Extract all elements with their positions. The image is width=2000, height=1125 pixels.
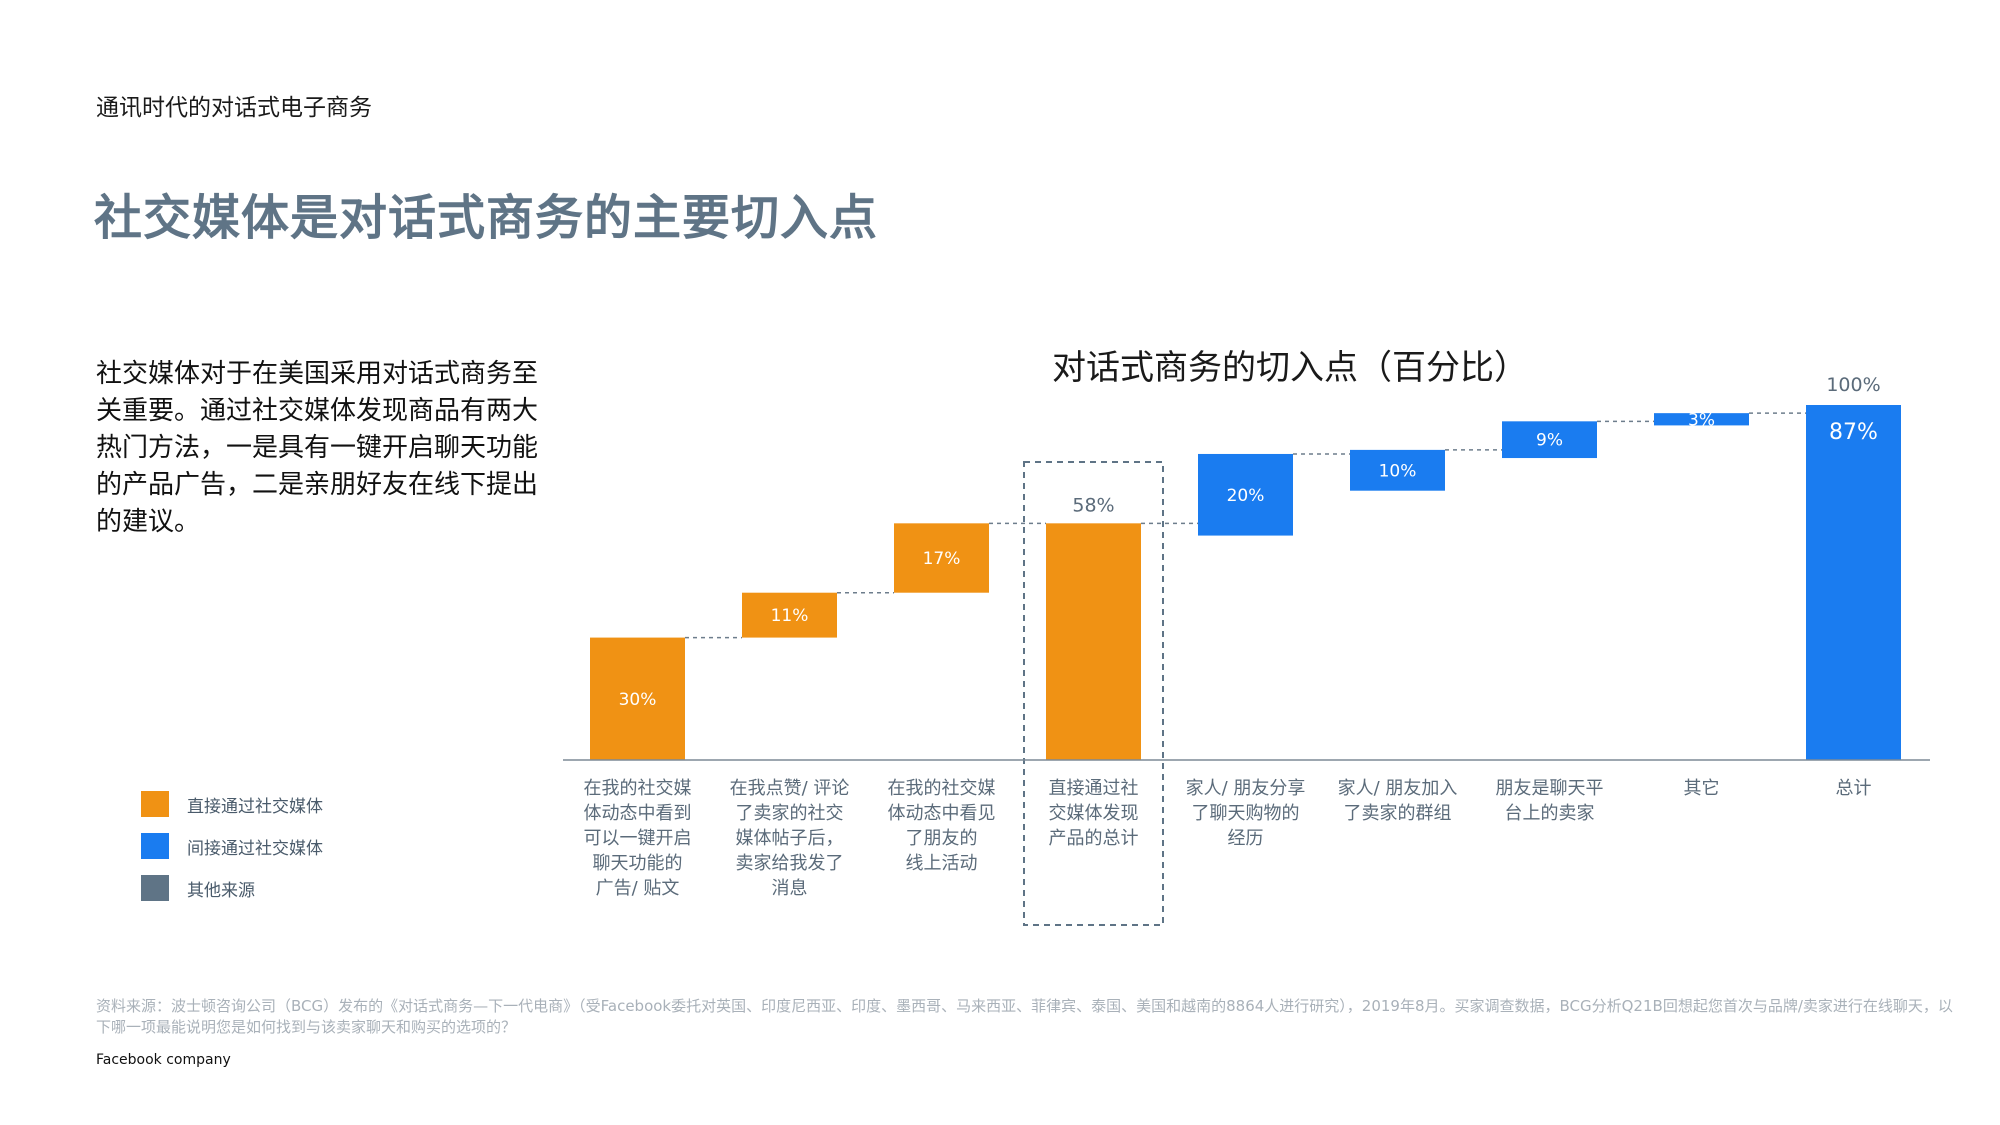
- category-label-9: 总计: [1789, 776, 1919, 801]
- bar-label-8: 3%: [1688, 410, 1715, 430]
- category-label-2: 在我点赞/ 评论 了卖家的社交 媒体帖子后， 卖家给我发了 消息: [725, 776, 855, 901]
- category-label-line: 台上的卖家: [1504, 803, 1595, 824]
- category-label-line: 家人/ 朋友加入: [1337, 778, 1458, 799]
- category-label-line: 了卖家的社交: [735, 803, 844, 824]
- legend-item-direct: 直接通过社交媒体: [141, 791, 323, 817]
- category-label-line: 交媒体发现: [1048, 803, 1139, 824]
- legend-swatch-indirect: [141, 833, 169, 859]
- footer-company: Facebook company: [96, 1052, 231, 1068]
- bar-5: [1198, 453, 1293, 536]
- category-label-line: 了卖家的群组: [1343, 803, 1452, 824]
- highlight-box: [1023, 461, 1164, 926]
- total-label: 100%: [1826, 374, 1880, 396]
- category-label-1: 在我的社交媒 体动态中看到 可以一键开启 聊天功能的广告/ 贴文: [573, 776, 703, 901]
- category-label-line: 家人/ 朋友分享: [1185, 778, 1306, 799]
- bar-6: [1350, 449, 1445, 491]
- category-label-5: 家人/ 朋友分享 了聊天购物的 经历: [1181, 776, 1311, 851]
- category-label-line: 朋友是聊天平: [1495, 778, 1604, 799]
- category-label-line: 在我的社交媒: [887, 778, 996, 799]
- bar-label-9: 87%: [1829, 420, 1878, 445]
- bar-8: [1654, 413, 1749, 426]
- eyebrow-title: 通讯时代的对话式电子商务: [96, 95, 372, 121]
- legend-item-other: 其他来源: [141, 875, 255, 901]
- category-label-line: 其它: [1683, 778, 1720, 799]
- category-label-line: 可以一键开启: [583, 828, 692, 849]
- bar-3: [894, 523, 989, 593]
- chart-title: 对话式商务的切入点（百分比）: [1052, 348, 1528, 388]
- category-label-line: 线上活动: [905, 853, 978, 874]
- bar-label-2: 11%: [771, 606, 809, 626]
- category-label-line: 经历: [1227, 828, 1264, 849]
- category-label-6: 家人/ 朋友加入 了卖家的群组: [1333, 776, 1463, 826]
- category-label-line: 在我点赞/ 评论: [729, 778, 850, 799]
- category-label-line: 产品的总计: [1048, 828, 1139, 849]
- legend-label-direct: 直接通过社交媒体: [187, 796, 323, 817]
- legend-swatch-other: [141, 875, 169, 901]
- category-label-4: 直接通过社交媒体发现产品的总计: [1029, 776, 1159, 851]
- category-label-line: 总计: [1835, 778, 1872, 799]
- bar-label-5: 20%: [1227, 486, 1265, 506]
- bar-2: [742, 592, 837, 638]
- category-label-7: 朋友是聊天平 台上的卖家: [1485, 776, 1615, 826]
- category-label-3: 在我的社交媒 体动态中看见 了朋友的线上活动: [877, 776, 1007, 876]
- category-label-line: 直接通过社: [1048, 778, 1139, 799]
- bar-label-4: 58%: [1072, 494, 1114, 516]
- category-label-line: 消息: [771, 878, 808, 899]
- bar-1: [590, 637, 685, 760]
- bar-label-1: 30%: [619, 690, 657, 710]
- bar-7: [1502, 421, 1597, 459]
- category-label-line: 体动态中看到: [583, 803, 692, 824]
- legend-item-indirect: 间接通过社交媒体: [141, 833, 323, 859]
- category-label-line: 体动态中看见: [887, 803, 996, 824]
- category-label-line: 聊天功能的: [592, 853, 683, 874]
- legend-label-indirect: 间接通过社交媒体: [187, 838, 323, 859]
- bar-label-7: 9%: [1536, 431, 1563, 451]
- body-paragraph: 社交媒体对于在美国采用对话式商务至关重要。通过社交媒体发现商品有两大热门方法，一…: [96, 359, 539, 537]
- category-label-line: 在我的社交媒: [583, 778, 692, 799]
- bar-9: [1806, 405, 1901, 760]
- bar-4: [1046, 523, 1141, 760]
- category-label-line: 广告/ 贴文: [595, 878, 680, 899]
- bar-label-6: 10%: [1379, 461, 1417, 481]
- category-label-line: 了聊天购物的: [1191, 803, 1300, 824]
- category-label-line: 了朋友的: [905, 828, 978, 849]
- legend-label-other: 其他来源: [187, 880, 255, 901]
- source-note: 资料来源：波士顿咨询公司（BCG）发布的《对话式商务—下一代电商》（受Faceb…: [96, 997, 1953, 1036]
- category-label-8: 其它: [1637, 776, 1767, 801]
- category-label-line: 卖家给我发了: [735, 853, 844, 874]
- page-title: 社交媒体是对话式商务的主要切入点: [94, 190, 879, 246]
- category-label-line: 媒体帖子后，: [735, 828, 844, 849]
- bar-label-3: 17%: [923, 549, 961, 569]
- legend-swatch-direct: [141, 791, 169, 817]
